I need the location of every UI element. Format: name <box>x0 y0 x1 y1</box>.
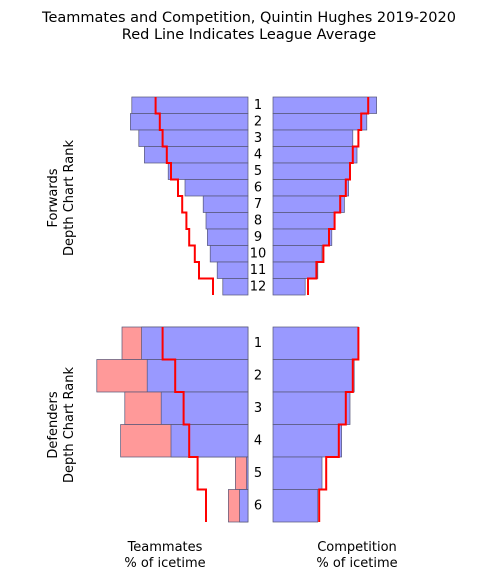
forward-rank-label-3: 3 <box>254 131 262 146</box>
defender-teammate-defender-bar-6 <box>239 489 249 523</box>
chart-title-line1: Teammates and Competition, Quintin Hughe… <box>41 10 456 26</box>
forward-rank-label-8: 8 <box>254 213 262 228</box>
defender-rank-label-2: 2 <box>254 368 262 383</box>
forward-competition-bar-3 <box>272 129 354 147</box>
defender-competition-bar-4 <box>272 424 342 458</box>
defender-competition-bar-3 <box>272 391 351 425</box>
forward-rank-label-5: 5 <box>254 164 262 179</box>
forward-teammate-bar-5 <box>167 162 249 180</box>
forward-teammate-bar-4 <box>144 146 249 164</box>
forward-competition-bar-6 <box>272 179 349 197</box>
forwards-ylabel-line1: Forwards <box>46 168 61 227</box>
forward-rank-label-2: 2 <box>254 114 262 129</box>
defender-competition-bar-5 <box>272 456 323 490</box>
forward-rank-label-12: 12 <box>250 279 267 294</box>
defender-teammate-defender-bar-5 <box>246 456 249 490</box>
forward-competition-bar-1 <box>272 96 377 114</box>
forward-teammate-bar-8 <box>205 212 249 230</box>
forward-competition-bar-7 <box>272 195 345 213</box>
forward-teammate-bar-2 <box>130 113 249 131</box>
forward-teammate-bar-11 <box>216 261 249 279</box>
defender-rank-label-4: 4 <box>254 433 262 448</box>
forward-competition-bar-5 <box>272 162 351 180</box>
forward-competition-bar-12 <box>272 278 306 296</box>
defenders-ylabel-line2: Depth Chart Rank <box>62 367 77 484</box>
forward-rank-label-7: 7 <box>254 197 262 212</box>
forward-rank-label-9: 9 <box>254 230 262 245</box>
forward-competition-bar-4 <box>272 146 358 164</box>
xlabel-competition: Competition <box>317 540 397 555</box>
defenders-ylabel-line1: Defenders <box>46 391 61 458</box>
defender-rank-label-5: 5 <box>254 466 262 481</box>
defender-competition-bar-2 <box>272 359 355 393</box>
forward-competition-bar-10 <box>272 245 323 263</box>
forward-teammate-bar-6 <box>184 179 249 197</box>
forward-competition-league-line <box>307 97 370 295</box>
forward-teammate-bar-3 <box>138 129 249 147</box>
forward-rank-label-4: 4 <box>254 147 262 162</box>
forward-teammate-bar-1 <box>131 96 249 114</box>
forward-rank-label-1: 1 <box>254 98 262 113</box>
xlabel-competition-unit: % of icetime <box>316 556 397 571</box>
defender-rank-label-1: 1 <box>254 336 262 351</box>
forward-rank-label-10: 10 <box>250 246 267 261</box>
defender-teammate-defender-bar-4 <box>170 424 249 458</box>
defender-teammate-forward-bar-5 <box>235 456 249 490</box>
defender-rank-label-6: 6 <box>254 498 262 513</box>
forward-competition-bar-11 <box>272 261 319 279</box>
forward-teammate-bar-7 <box>202 195 249 213</box>
forward-rank-label-6: 6 <box>254 180 262 195</box>
defender-competition-bar-6 <box>272 489 319 523</box>
defender-teammate-defender-bar-2 <box>146 359 249 393</box>
defender-teammate-defender-bar-1 <box>141 326 249 360</box>
forward-teammate-bar-9 <box>207 228 249 246</box>
forward-rank-label-11: 11 <box>250 263 267 278</box>
forward-teammate-bar-10 <box>209 245 249 263</box>
forwards-ylabel-line2: Depth Chart Rank <box>62 140 77 257</box>
chart-title-line2: Red Line Indicates League Average <box>122 27 376 43</box>
forward-teammate-bar-12 <box>222 278 249 296</box>
forward-competition-bar-9 <box>272 228 333 246</box>
xlabel-teammates: Teammates <box>127 540 203 555</box>
forward-teammate-league-line <box>154 97 214 295</box>
defender-teammate-league-line <box>161 327 207 522</box>
defender-rank-label-3: 3 <box>254 401 262 416</box>
defender-competition-bar-1 <box>272 326 359 360</box>
forward-competition-bar-8 <box>272 212 335 230</box>
defender-competition-league-line <box>318 327 360 522</box>
forward-competition-bar-2 <box>272 113 368 131</box>
xlabel-teammates-unit: % of icetime <box>124 556 205 571</box>
defender-teammate-defender-bar-3 <box>160 391 249 425</box>
